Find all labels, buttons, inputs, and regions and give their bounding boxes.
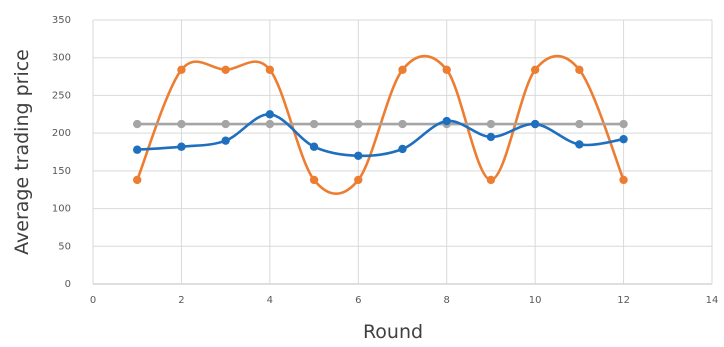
data-point xyxy=(398,65,407,74)
data-point xyxy=(221,136,230,145)
data-point xyxy=(442,116,451,126)
y-axis-title: Average trading price xyxy=(11,49,33,255)
x-tick-label: 6 xyxy=(355,295,361,306)
data-point xyxy=(575,119,584,129)
data-point xyxy=(309,175,319,185)
data-point xyxy=(177,65,186,74)
x-tick-label: 2 xyxy=(178,295,184,306)
series-line-3 xyxy=(135,112,625,158)
data-point xyxy=(486,132,496,142)
data-point xyxy=(619,175,628,185)
data-point xyxy=(398,144,407,154)
y-tick-label: 150 xyxy=(52,166,71,177)
data-point xyxy=(265,119,275,129)
y-tick-label: 300 xyxy=(52,53,71,64)
data-point xyxy=(133,145,142,154)
y-tick-label: 250 xyxy=(52,90,71,101)
series-layer xyxy=(133,54,628,195)
y-tick-label: 0 xyxy=(65,279,71,290)
data-point xyxy=(530,119,540,129)
x-tick-label: 8 xyxy=(444,295,450,306)
y-tick-label: 200 xyxy=(52,128,71,139)
data-point xyxy=(354,119,363,129)
x-tick-label: 0 xyxy=(90,295,96,306)
data-point xyxy=(619,119,628,129)
data-point xyxy=(575,65,584,74)
data-point xyxy=(133,175,142,185)
data-point xyxy=(309,142,319,151)
x-tick-label: 12 xyxy=(617,295,630,306)
data-point xyxy=(265,65,275,74)
data-point xyxy=(177,142,186,151)
data-point xyxy=(486,175,496,185)
data-point xyxy=(221,119,230,129)
data-point xyxy=(177,119,186,129)
gridlines xyxy=(92,19,713,285)
data-point xyxy=(309,119,319,129)
data-point xyxy=(354,175,363,185)
tick-labels: 0 50 100 150 200 250 300 350 0 2 4 6 8 10 12 14 xyxy=(52,15,718,306)
data-point xyxy=(575,140,584,149)
data-point xyxy=(221,65,230,74)
y-tick-label: 100 xyxy=(52,204,71,215)
data-point xyxy=(619,134,628,144)
data-point xyxy=(398,119,407,129)
data-point xyxy=(265,110,275,119)
x-tick-label: 14 xyxy=(706,295,719,306)
data-point xyxy=(442,65,451,74)
x-tick-label: 4 xyxy=(267,295,273,306)
data-point xyxy=(486,119,496,129)
x-axis-title: Round xyxy=(363,321,423,343)
x-tick-label: 10 xyxy=(529,295,542,306)
y-tick-label: 350 xyxy=(52,15,71,26)
data-point xyxy=(133,119,142,129)
y-tick-label: 50 xyxy=(58,241,71,252)
data-point xyxy=(530,65,540,74)
data-point xyxy=(354,151,363,160)
